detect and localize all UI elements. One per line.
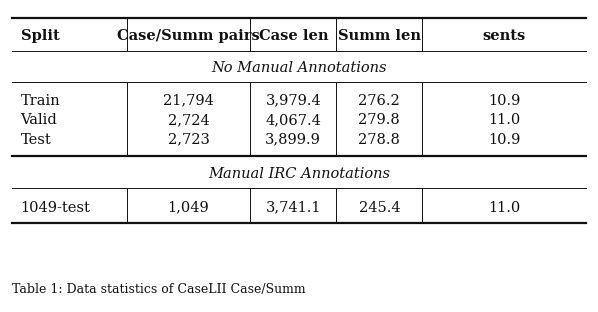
Text: 278.8: 278.8: [358, 133, 400, 147]
Text: 2,724: 2,724: [167, 113, 209, 127]
Text: 21,794: 21,794: [163, 94, 214, 108]
Text: 3,899.9: 3,899.9: [266, 133, 321, 147]
Text: 4,067.4: 4,067.4: [266, 113, 321, 127]
Text: Valid: Valid: [20, 113, 57, 127]
Text: Table 1: Data statistics of CaseLII Case/Summ: Table 1: Data statistics of CaseLII Case…: [12, 283, 306, 296]
Text: 279.8: 279.8: [358, 113, 400, 127]
Text: 2,723: 2,723: [167, 133, 209, 147]
Text: Case len: Case len: [258, 29, 328, 43]
Text: 11.0: 11.0: [488, 113, 520, 127]
Text: 245.4: 245.4: [359, 201, 400, 215]
Text: Case/Summ pairs: Case/Summ pairs: [117, 29, 260, 43]
Text: 1049-test: 1049-test: [20, 201, 90, 215]
Text: Summ len: Summ len: [338, 29, 421, 43]
Text: 276.2: 276.2: [358, 94, 400, 108]
Text: 1,049: 1,049: [167, 201, 209, 215]
Text: Manual IRC Annotations: Manual IRC Annotations: [208, 167, 390, 181]
Text: sents: sents: [483, 29, 526, 43]
Text: 3,979.4: 3,979.4: [266, 94, 321, 108]
Text: 10.9: 10.9: [488, 94, 520, 108]
Text: No Manual Annotations: No Manual Annotations: [211, 61, 387, 75]
Text: 3,741.1: 3,741.1: [266, 201, 321, 215]
Text: 11.0: 11.0: [488, 201, 520, 215]
Text: 10.9: 10.9: [488, 133, 520, 147]
Text: Split: Split: [20, 29, 59, 43]
Text: Train: Train: [20, 94, 60, 108]
Text: Test: Test: [20, 133, 51, 147]
